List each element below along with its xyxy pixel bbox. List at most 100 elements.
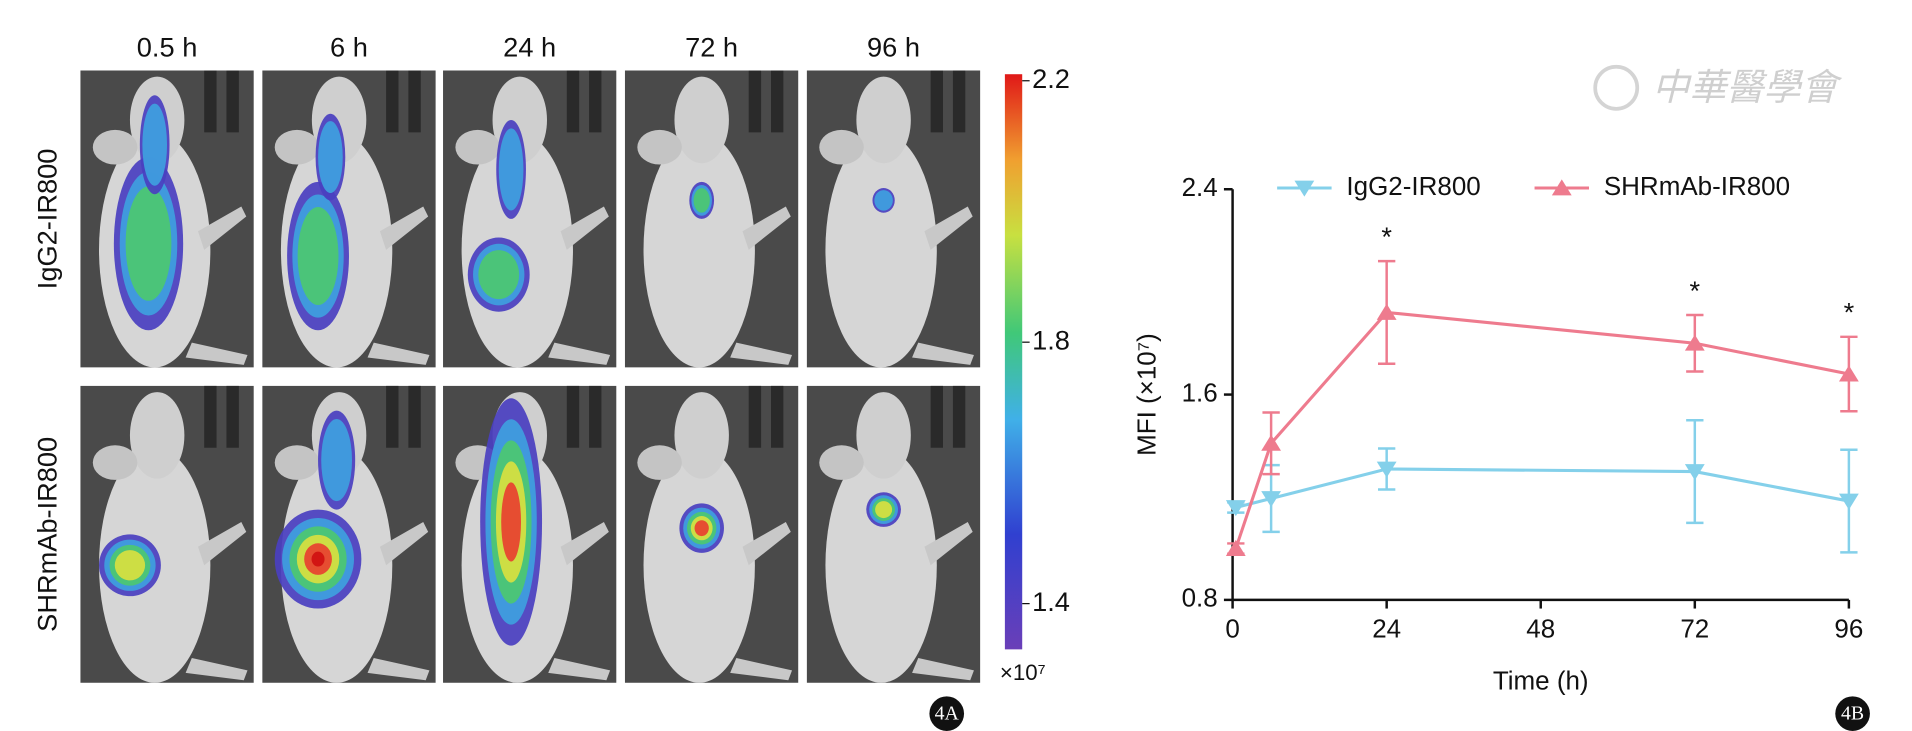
x-tick-label: 24: [1372, 614, 1401, 644]
signal: [875, 501, 893, 519]
mouse-image: [624, 70, 799, 368]
x-tick-label: 48: [1526, 614, 1555, 644]
marker: [1376, 461, 1397, 478]
cage-bar: [930, 385, 944, 448]
mouse-image: [80, 385, 254, 683]
cage-bar: [566, 70, 580, 133]
column-label: 6 h: [330, 32, 368, 63]
cage-bar: [589, 385, 602, 448]
significance-mark: *: [1844, 297, 1855, 328]
signal: [114, 550, 146, 581]
mouse-image: [806, 70, 981, 368]
legend-marker: [1294, 180, 1315, 197]
cage-bar: [386, 385, 399, 448]
cage-bar: [408, 385, 421, 448]
cage-bar: [952, 385, 966, 448]
colorbar: [1004, 74, 1023, 650]
mouse-body: [643, 132, 755, 368]
y-tick-label: 0.8: [1182, 583, 1218, 613]
mouse-ear: [92, 445, 138, 480]
watermark-logo: [1593, 64, 1640, 111]
mouse-leg: [730, 206, 793, 365]
cage-bar: [589, 70, 602, 133]
panel-badge: [1835, 696, 1870, 731]
cage-bar: [226, 70, 239, 133]
column-label: 96 h: [867, 32, 920, 63]
colorbar-tick-label: 1.4: [1032, 586, 1070, 617]
signal: [297, 207, 339, 306]
marker: [1838, 365, 1859, 382]
mouse-image: [262, 385, 436, 683]
cage-bar: [748, 70, 762, 133]
mouse-ear: [819, 129, 864, 165]
legend-label: IgG2-IR800: [1346, 171, 1480, 201]
mouse-ear: [819, 445, 864, 480]
mouse-body: [643, 447, 755, 683]
signal: [142, 103, 168, 186]
marker: [1261, 491, 1282, 508]
mouse-leg: [912, 521, 974, 681]
row-label: IgG2-IR800: [32, 149, 63, 290]
mouse-image: [806, 385, 981, 683]
significance-mark: *: [1381, 221, 1392, 252]
mouse-leg: [912, 206, 974, 365]
legend-label: SHRmAb-IR800: [1604, 171, 1790, 201]
mouse-leg: [185, 206, 248, 365]
x-axis-label: Time (h): [1493, 666, 1589, 696]
colorbar-tick-label: 1.8: [1032, 324, 1070, 355]
cage-bar: [952, 70, 966, 133]
mouse-body: [825, 447, 937, 683]
colorbar-unit: ×10⁷: [1000, 660, 1046, 685]
signal: [478, 250, 520, 300]
panel-label: 4B: [1841, 702, 1864, 724]
cage-bar: [386, 70, 399, 133]
cage-bar: [748, 385, 762, 448]
x-tick-label: 0: [1225, 614, 1239, 644]
cage-bar: [204, 385, 217, 448]
marker: [1261, 434, 1282, 451]
marker: [1684, 464, 1705, 481]
marker: [1684, 334, 1705, 351]
mouse-image: [80, 70, 254, 368]
mouse-image: [262, 70, 436, 368]
y-tick-label: 1.6: [1182, 377, 1218, 407]
column-label: 72 h: [685, 32, 738, 63]
signal: [125, 186, 172, 301]
column-label: 0.5 h: [137, 32, 198, 63]
marker: [1225, 500, 1246, 517]
mouse-leg: [730, 521, 793, 681]
cage-bar: [930, 70, 944, 133]
mouse-head: [856, 392, 911, 479]
marker: [1376, 303, 1397, 320]
signal: [693, 188, 710, 213]
column-label: 24 h: [503, 32, 556, 63]
legend-marker: [1551, 179, 1572, 196]
colorbar-tick-label: 2.2: [1032, 63, 1070, 94]
mouse-image: [624, 385, 799, 683]
signal: [321, 419, 353, 502]
x-tick-label: 72: [1680, 614, 1709, 644]
signal: [498, 128, 524, 211]
signal: [874, 190, 893, 211]
mouse-image: [443, 70, 617, 368]
watermark: 中華醫學會: [1652, 66, 1842, 109]
y-axis-label: MFI (×10⁷): [1131, 333, 1161, 456]
mouse-leg: [185, 521, 248, 681]
mouse-ear: [637, 129, 682, 165]
mouse-body: [825, 132, 937, 368]
mouse-head: [674, 76, 729, 164]
cage-bar: [204, 70, 217, 133]
cage-bar: [770, 70, 784, 133]
marker: [1838, 493, 1859, 510]
row-label: SHRmAb-IR800: [32, 437, 63, 632]
mouse-head: [129, 392, 185, 479]
mouse-leg: [367, 206, 430, 365]
series-line: [1234, 310, 1850, 550]
cage-bar: [770, 385, 784, 448]
signal: [318, 121, 343, 194]
series-line: [1235, 467, 1850, 509]
mouse-head: [856, 76, 911, 164]
mouse-ear: [455, 129, 500, 165]
mouse-leg: [367, 521, 430, 681]
